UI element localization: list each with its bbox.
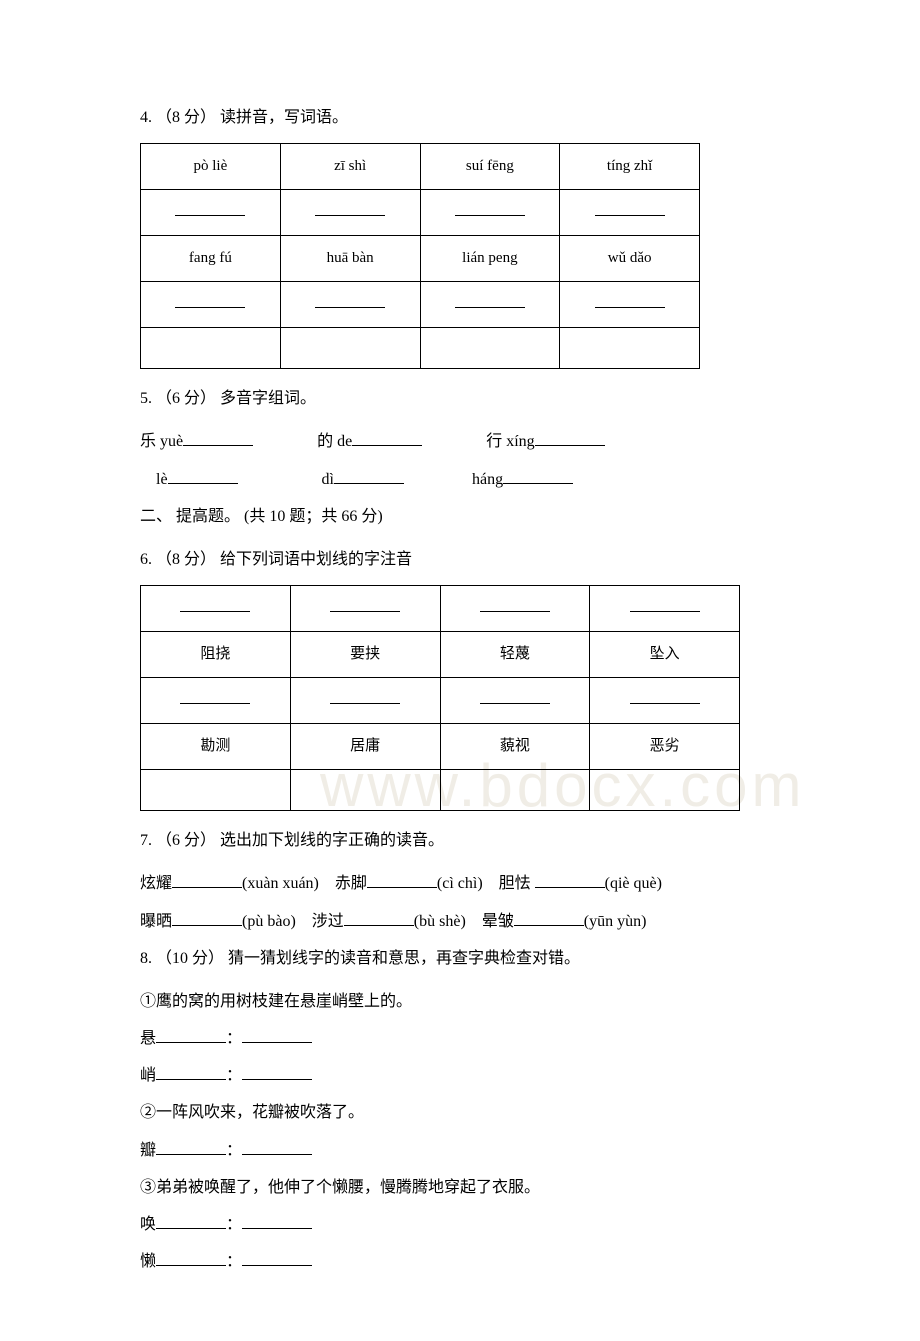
q8-c2a: 瓣： [140, 1133, 800, 1168]
q4-r2c2: huā bàn [280, 236, 420, 282]
q5-c1: 行 xíng [486, 433, 534, 450]
q4-r2c4: wǔ dǎo [560, 236, 700, 282]
q4-r1c3: suí fēng [420, 144, 560, 190]
q7-o6: (yūn yùn) [584, 913, 647, 930]
q4-blank [141, 190, 281, 236]
q6-r1c3: 轻蔑 [440, 632, 590, 678]
q7-o5: (bù shè) [414, 913, 466, 930]
q4-blank [280, 190, 420, 236]
q6-blank [590, 586, 740, 632]
q7-o3: (qiè què) [605, 875, 662, 892]
q6-blank [290, 770, 440, 811]
section2-title: 二、 提高题。 (共 10 题；共 66 分) [140, 499, 800, 534]
q6-blank [440, 586, 590, 632]
q4-blank [560, 282, 700, 328]
q6-r2c1: 勘测 [141, 724, 291, 770]
q6-r2c2: 居庸 [290, 724, 440, 770]
q6-blank [141, 586, 291, 632]
q6-r2c3: 藐视 [440, 724, 590, 770]
q7-o2: (cì chì) [437, 875, 483, 892]
q5-b1: 的 de [317, 433, 352, 450]
q4-r2c3: lián peng [420, 236, 560, 282]
q7-w3: 胆怯 [499, 875, 531, 892]
q6-blank [590, 678, 740, 724]
q5-title: 5. （6 分） 多音字组词。 [140, 381, 800, 416]
q7-w5: 涉过 [312, 913, 344, 930]
q6-r1c2: 要挟 [290, 632, 440, 678]
q4-blank [560, 328, 700, 369]
q6-blank [290, 586, 440, 632]
q6-blank [290, 678, 440, 724]
q4-blank [560, 190, 700, 236]
q6-blank [590, 770, 740, 811]
q7-row1: 炫耀 (xuàn xuán) 赤脚 (cì chì) 胆怯 (qiè què) [140, 866, 800, 901]
q4-blank [141, 328, 281, 369]
q7-o1: (xuàn xuán) [242, 875, 319, 892]
q6-table: 阻挠 要挟 轻蔑 坠入 勘测 居庸 藐视 恶劣 [140, 585, 740, 811]
q8-s1: ①鹰的窝的用树枝建在悬崖峭壁上的。 [140, 984, 800, 1019]
q6-r2c4: 恶劣 [590, 724, 740, 770]
q6-r1c1: 阻挠 [141, 632, 291, 678]
q4-blank [420, 190, 560, 236]
q8-c3a: 唤： [140, 1207, 800, 1242]
q5-b2: dì [322, 471, 334, 488]
q8-c1a: 悬： [140, 1021, 800, 1056]
q7-w1: 炫耀 [140, 875, 172, 892]
q8-s2: ②一阵风吹来，花瓣被吹落了。 [140, 1095, 800, 1130]
q4-blank [280, 282, 420, 328]
q4-table: pò liè zī shì suí fēng tíng zhǐ fang fú … [140, 143, 700, 369]
q4-title: 4. （8 分） 读拼音，写词语。 [140, 100, 800, 135]
q7-w6: 晕皱 [482, 913, 514, 930]
q6-title: 6. （8 分） 给下列词语中划线的字注音 [140, 542, 800, 577]
q4-blank [420, 282, 560, 328]
q7-w2: 赤脚 [335, 875, 367, 892]
q6-blank [141, 678, 291, 724]
q7-o4: (pù bào) [242, 913, 296, 930]
q4-blank [280, 328, 420, 369]
q7-title: 7. （6 分） 选出加下划线的字正确的读音。 [140, 823, 800, 858]
q4-r1c4: tíng zhǐ [560, 144, 700, 190]
q8-s3: ③弟弟被唤醒了，他伸了个懒腰，慢腾腾地穿起了衣服。 [140, 1170, 800, 1205]
q4-r1c1: pò liè [141, 144, 281, 190]
q5-a2: lè [156, 471, 168, 488]
q4-r1c2: zī shì [280, 144, 420, 190]
q4-blank [141, 282, 281, 328]
q8-c3b: 懒： [140, 1244, 800, 1279]
q5-row2: lè dì háng [140, 462, 800, 497]
q5-row1: 乐 yuè 的 de 行 xíng [140, 424, 800, 459]
q8-title: 8. （10 分） 猜一猜划线字的读音和意思，再查字典检查对错。 [140, 941, 800, 976]
q5-c2: háng [472, 471, 503, 488]
q6-blank [141, 770, 291, 811]
q7-w4: 曝晒 [140, 913, 172, 930]
q4-blank [420, 328, 560, 369]
q6-r1c4: 坠入 [590, 632, 740, 678]
q7-row2: 曝晒 (pù bào) 涉过 (bù shè) 晕皱 (yūn yùn) [140, 904, 800, 939]
q5-a1: 乐 yuè [140, 433, 183, 450]
q4-r2c1: fang fú [141, 236, 281, 282]
q6-blank [440, 678, 590, 724]
q8-c1b: 峭： [140, 1058, 800, 1093]
q6-blank [440, 770, 590, 811]
